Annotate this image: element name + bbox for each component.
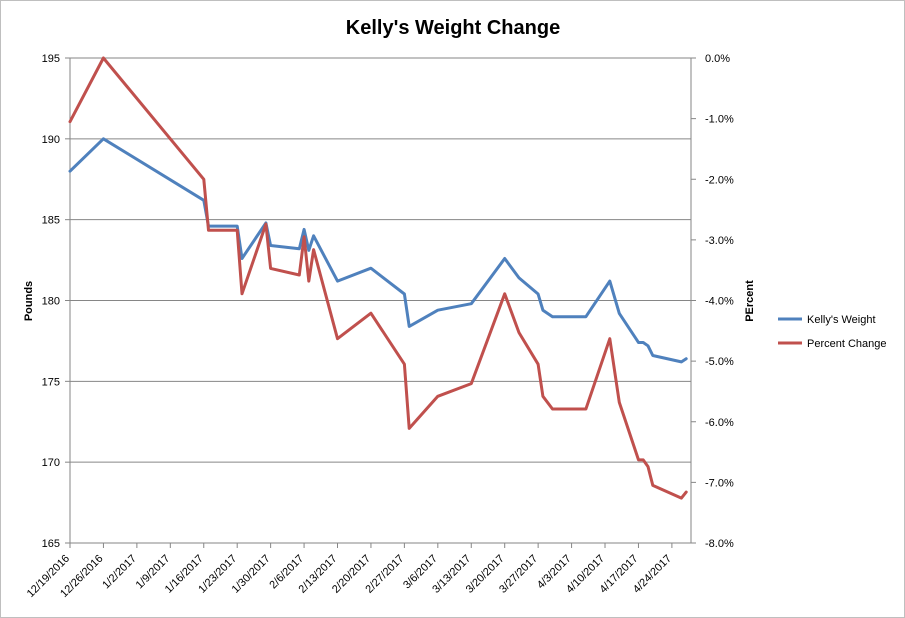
x-tick-label: 1/2/2017 [100,553,139,592]
y2-tick-label: -4.0% [705,296,734,308]
y-tick-label: 195 [42,53,60,65]
y-tick-label: 175 [42,376,60,388]
y2-axis-label: PErcent [744,280,756,322]
y2-tick-label: 0.0% [705,53,730,65]
series-layer [68,56,688,500]
y-tick-label: 180 [42,296,60,308]
series-line-weight [68,137,688,364]
y-tick-label: 170 [42,457,60,469]
y2-tick-label: -6.0% [705,417,734,429]
y2-tick-label: -8.0% [705,538,734,550]
legend-label-weight: Kelly's Weight [807,314,876,326]
y-axis-label: Pounds [23,281,35,321]
y2-tick-label: -2.0% [705,174,734,186]
y2-tick-label: -7.0% [705,477,734,489]
y-tick-label: 190 [42,134,60,146]
x-axis-ticks: 12/19/201612/26/20161/2/20171/9/20171/16… [25,543,674,600]
legend: Kelly's Weight Percent Change [778,314,887,350]
y-tick-label: 165 [42,538,60,550]
series-line-percent [68,56,688,500]
y-tick-label: 185 [42,215,60,227]
y2-tick-label: -5.0% [705,356,734,368]
y2-tick-label: -3.0% [705,235,734,247]
left-axis-ticks: 165 170 175 180 185 190 195 [42,53,70,550]
chart-title: Kelly's Weight Change [346,17,560,39]
legend-label-percent: Percent Change [807,338,887,350]
right-axis-ticks: 0.0% -1.0% -2.0% -3.0% -4.0% -5.0% -6.0% -7.0% -… [691,53,734,550]
y2-tick-label: -1.0% [705,114,734,126]
